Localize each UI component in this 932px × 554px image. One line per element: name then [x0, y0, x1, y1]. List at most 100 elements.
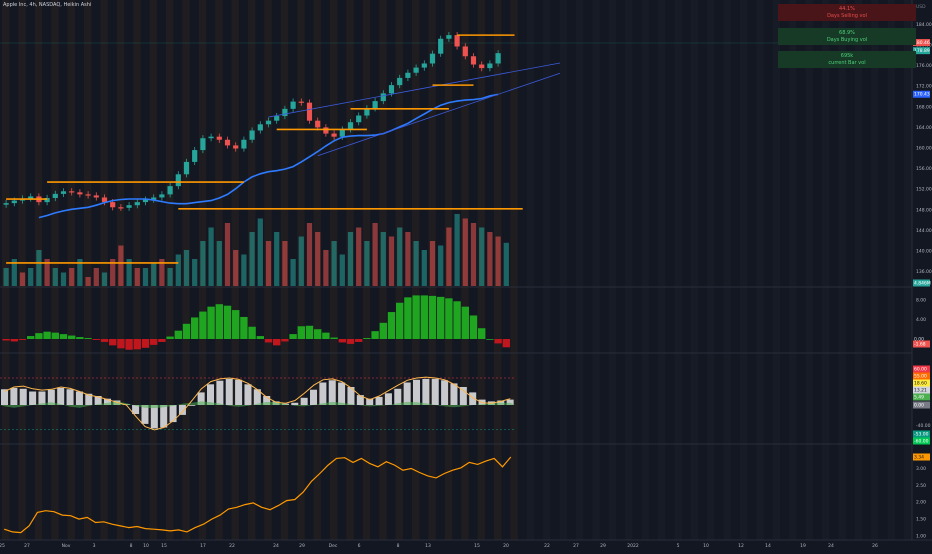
wave-histogram-bar [66, 389, 74, 405]
candle-body [462, 46, 468, 57]
candle-body [487, 63, 493, 69]
price-badge-label: 170.43 [914, 92, 930, 98]
wave-histogram-bar [413, 379, 421, 405]
candle-body [356, 115, 362, 123]
price-tick-label: 140.00 [916, 249, 932, 255]
price-badge-label: 178.89 [914, 48, 930, 54]
momentum-bar [133, 339, 141, 350]
price-badge-label: 180.46 [914, 40, 930, 46]
wave-histogram-bar [19, 388, 27, 405]
candle-body [397, 77, 403, 86]
candle-body [298, 101, 304, 103]
candle-body [77, 192, 83, 195]
momentum-bar [199, 311, 207, 339]
volume-bar [487, 232, 493, 286]
volume-bar [470, 223, 477, 286]
momentum-bar [2, 339, 10, 341]
wave-histogram-bar [29, 391, 37, 405]
candle-body [429, 53, 436, 64]
time-tick-label: 20 [503, 543, 509, 549]
volume-bar [200, 241, 206, 286]
momentum-bar [322, 332, 330, 339]
momentum-bar [207, 306, 215, 339]
time-tick-label: 5 [677, 543, 680, 549]
ratio-line [4, 456, 512, 534]
wave-histogram-bar [328, 380, 336, 405]
volume-bar [331, 241, 337, 286]
candle-body [388, 85, 395, 94]
time-tick-label: 29 [600, 543, 606, 549]
price-tick-label: 168.00 [916, 104, 932, 110]
wave-histogram-bar [253, 389, 261, 405]
wave-histogram-bar [47, 389, 55, 405]
wave-histogram-bar [384, 393, 392, 405]
momentum-bar [182, 323, 191, 339]
price-tick-label: 176.00 [916, 63, 932, 69]
time-tick-label: 15 [161, 543, 167, 549]
selling-volume-box: 44.1% Days Selling vol [778, 4, 916, 21]
wave-area [0, 401, 515, 409]
volume-bar [233, 250, 239, 286]
wave-badge [913, 401, 930, 409]
current-bar-volume-label: current Bar vol [828, 60, 866, 66]
volume-bar [462, 218, 468, 286]
time-tick-label: Nov [62, 543, 71, 549]
candle-body [364, 108, 370, 116]
wave-histogram-bar [104, 398, 112, 405]
session-band [526, 0, 535, 540]
momentum-bar [502, 339, 510, 348]
momentum-bar [355, 339, 363, 342]
session-band [723, 0, 731, 540]
channel-upper [268, 62, 561, 118]
volume-bar [126, 259, 132, 286]
candle-body [208, 136, 214, 139]
volume-bar [192, 259, 198, 286]
volume-bar [159, 259, 165, 286]
candle-body [11, 200, 17, 204]
momentum-bar [100, 339, 109, 342]
wave-badge-label: 5.49 [914, 395, 924, 401]
time-tick-label: 19 [800, 543, 806, 549]
wave-signal-line [4, 376, 511, 431]
session-band [838, 0, 846, 540]
volume-bar [167, 268, 173, 286]
time-tick-label: 14 [765, 543, 771, 549]
momentum-bar [461, 306, 469, 339]
price-badge [913, 90, 930, 98]
candle-body [249, 130, 255, 140]
momentum-bar [215, 304, 223, 339]
price-tick-label: 184.00 [916, 22, 932, 28]
volume-bar [421, 250, 427, 286]
momentum-bar [428, 295, 437, 339]
candle-body [134, 202, 140, 206]
momentum-bar [387, 312, 396, 339]
volume-bar [364, 241, 370, 286]
volume-bar [208, 227, 214, 286]
candle-body [257, 124, 263, 131]
time-tick-label: 10 [703, 543, 709, 549]
volume-bar [446, 227, 452, 286]
wave-badge [913, 437, 930, 445]
wave-histogram-bar [300, 397, 308, 405]
price-badge [913, 47, 930, 55]
time-tick-label: 26 [872, 543, 878, 549]
volume-bar [347, 232, 354, 286]
wave-histogram-bar [310, 389, 318, 405]
volume-bar [151, 263, 157, 286]
volume-bar [503, 242, 509, 286]
wave-histogram-bar [132, 405, 140, 414]
candle-body [479, 64, 485, 69]
momentum-bar [371, 331, 379, 339]
wave-histogram-bar [10, 387, 18, 405]
momentum-bar [363, 338, 371, 339]
buying-volume-value: 68.9% [839, 30, 855, 36]
volume-bar [77, 259, 83, 286]
volume-bar [282, 241, 288, 286]
wave-histogram-bar [38, 391, 46, 405]
momentum-bar [297, 326, 305, 339]
momentum-bar [420, 295, 428, 339]
session-band [707, 0, 715, 540]
time-tick-label: 15 [474, 543, 480, 549]
candle-body [339, 129, 345, 137]
